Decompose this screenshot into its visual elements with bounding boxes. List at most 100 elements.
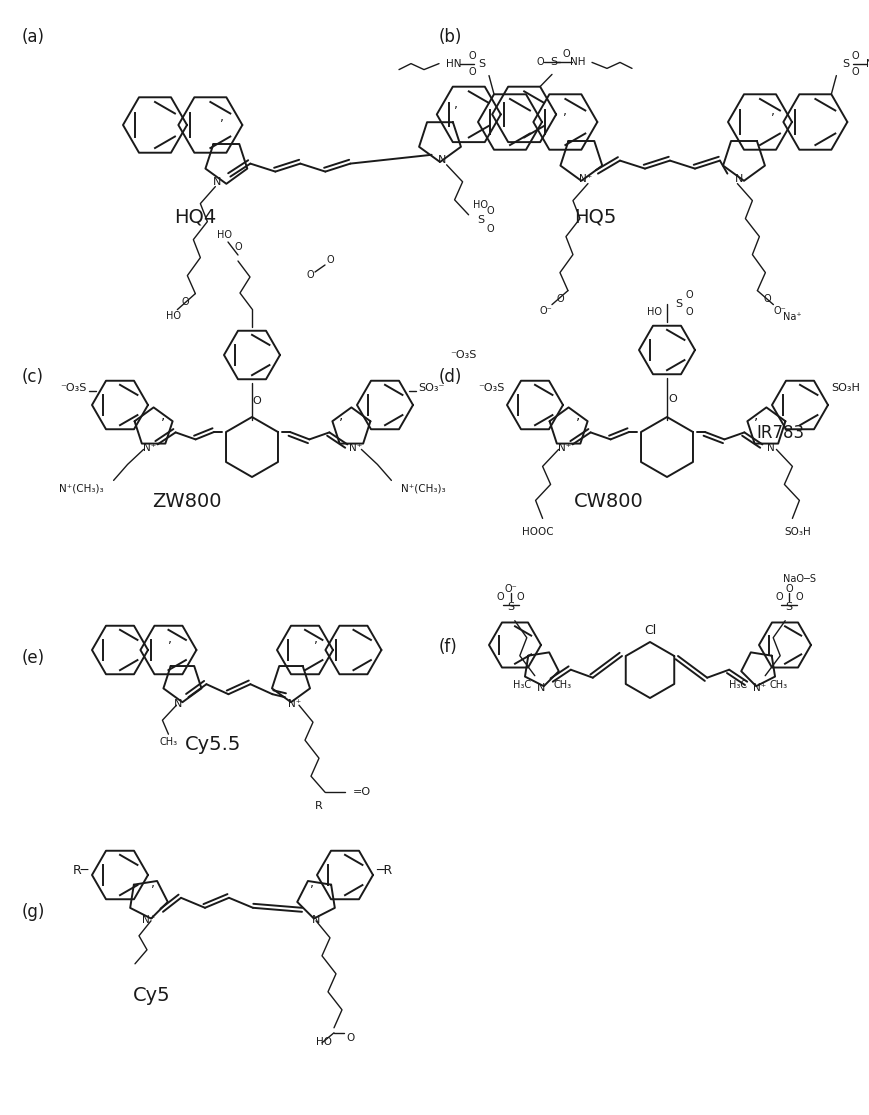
Text: (a): (a) (22, 28, 44, 46)
Text: O: O (253, 397, 262, 407)
Text: ,: , (162, 408, 166, 423)
Text: Cl: Cl (644, 623, 656, 637)
Text: O: O (795, 592, 803, 602)
Text: SO₃⁻: SO₃⁻ (419, 384, 445, 394)
Text: (f): (f) (439, 638, 458, 656)
Text: O: O (775, 592, 783, 602)
Text: O: O (346, 1032, 355, 1043)
Text: O: O (536, 57, 544, 67)
Text: N⁺: N⁺ (558, 444, 571, 454)
Text: ,: , (454, 98, 458, 110)
Text: N⁺: N⁺ (143, 914, 156, 924)
Text: S: S (477, 215, 484, 225)
Text: R─: R─ (73, 863, 90, 876)
Text: HQ5: HQ5 (574, 207, 616, 227)
Text: HO: HO (473, 200, 488, 210)
Text: S: S (550, 57, 558, 67)
Text: O⁻: O⁻ (540, 306, 553, 316)
Text: ,: , (339, 408, 343, 423)
Text: O⁻: O⁻ (504, 583, 517, 593)
Text: (b): (b) (439, 28, 462, 46)
Text: ,: , (754, 408, 759, 423)
Text: ⁻O₃S: ⁻O₃S (60, 384, 86, 394)
Text: O: O (668, 394, 677, 404)
Text: (d): (d) (439, 368, 462, 386)
Text: ─R: ─R (375, 863, 392, 876)
Text: S: S (479, 59, 486, 69)
Text: ,: , (771, 106, 775, 118)
Text: O: O (764, 293, 771, 303)
Text: ⁻O₃S: ⁻O₃S (450, 350, 476, 360)
Text: HO: HO (316, 1037, 332, 1047)
Text: ,: , (221, 110, 224, 124)
Text: SO₃H: SO₃H (784, 527, 811, 537)
Text: O: O (182, 297, 189, 307)
Text: HQ4: HQ4 (175, 207, 216, 227)
Text: N⁺: N⁺ (348, 444, 362, 454)
Text: O: O (786, 583, 793, 593)
Text: O: O (487, 224, 494, 234)
Text: ,: , (151, 878, 155, 890)
Text: O: O (556, 293, 564, 303)
Text: N: N (537, 682, 545, 692)
Text: N: N (437, 155, 446, 165)
Text: HO: HO (166, 311, 181, 321)
Text: N⁺: N⁺ (289, 699, 302, 709)
Text: ,: , (315, 633, 318, 647)
Text: IR783: IR783 (756, 424, 804, 442)
Text: N: N (175, 699, 182, 709)
Text: ZW800: ZW800 (152, 492, 222, 512)
Text: O: O (852, 50, 859, 60)
Text: O⁻: O⁻ (773, 306, 786, 316)
Text: =O: =O (353, 787, 371, 797)
Text: CH₃: CH₃ (159, 737, 177, 747)
Text: NH: NH (570, 57, 586, 67)
Text: ,: , (563, 106, 567, 118)
Text: (g): (g) (22, 903, 45, 921)
Text: N: N (312, 914, 320, 924)
Text: O: O (468, 67, 476, 77)
Text: N⁺(CH₃)₃: N⁺(CH₃)₃ (401, 484, 446, 494)
Text: O: O (852, 67, 859, 77)
Text: NaO─S: NaO─S (783, 574, 816, 583)
Text: Na⁺: Na⁺ (783, 311, 802, 321)
Text: SO₃H: SO₃H (831, 384, 859, 394)
Text: CW800: CW800 (574, 492, 643, 512)
Text: HO: HO (647, 307, 662, 317)
Text: R: R (315, 802, 323, 812)
Text: O: O (234, 242, 242, 252)
Text: S: S (842, 59, 849, 69)
Text: ,: , (310, 878, 314, 890)
Text: O: O (685, 307, 693, 317)
Text: N: N (766, 444, 774, 454)
Text: O: O (306, 270, 314, 280)
Text: ⁻O₃S: ⁻O₃S (478, 384, 504, 394)
Text: (c): (c) (22, 368, 43, 386)
Text: O: O (497, 592, 505, 602)
Text: (e): (e) (22, 649, 45, 667)
Text: N⁺: N⁺ (143, 444, 156, 454)
Text: N: N (735, 174, 744, 184)
Text: ,: , (576, 408, 580, 423)
Text: N⁺(CH₃)₃: N⁺(CH₃)₃ (59, 484, 103, 494)
Text: H₃C: H₃C (729, 680, 747, 689)
Text: H₃C: H₃C (513, 680, 531, 689)
Text: O: O (685, 290, 693, 300)
Text: S: S (507, 602, 514, 612)
Text: CH₃: CH₃ (769, 680, 787, 689)
Text: Cy5: Cy5 (133, 986, 171, 1006)
Text: Cy5.5: Cy5.5 (185, 735, 241, 755)
Text: O: O (487, 206, 494, 216)
Text: O: O (517, 592, 525, 602)
Text: CH₃: CH₃ (553, 680, 571, 689)
Text: N: N (213, 176, 222, 186)
Text: N⁺: N⁺ (753, 682, 766, 692)
Text: HOOC: HOOC (521, 527, 554, 537)
Text: S: S (675, 299, 682, 309)
Text: O: O (468, 50, 476, 60)
Text: O: O (326, 255, 334, 265)
Text: NH: NH (866, 59, 869, 69)
Text: S: S (786, 602, 793, 612)
Text: ,: , (169, 633, 172, 647)
Text: N⁺: N⁺ (580, 174, 593, 184)
